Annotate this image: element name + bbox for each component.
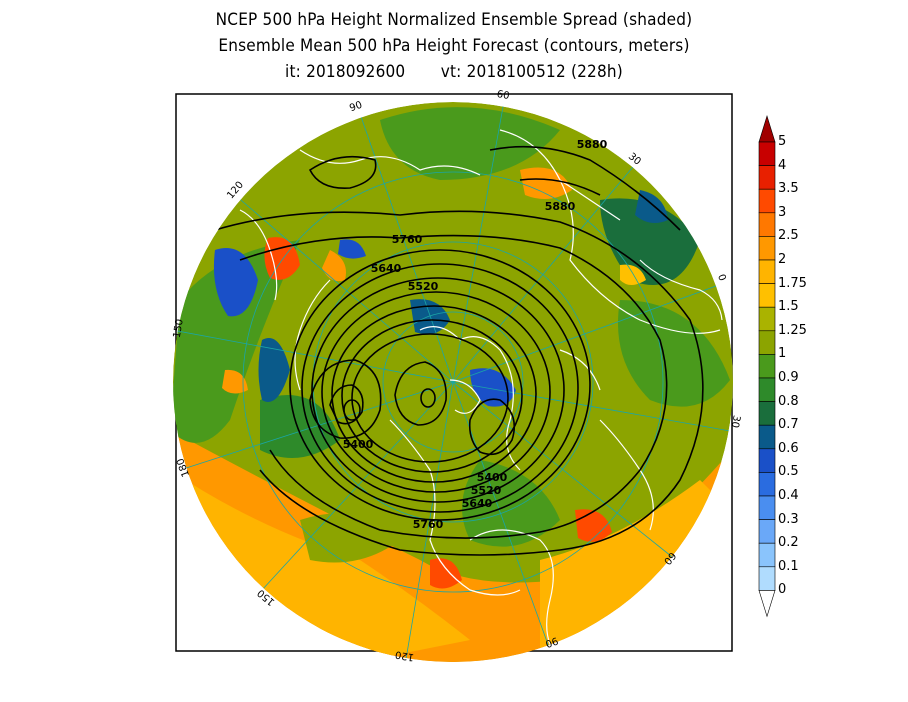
colorbar-label: 0.3: [778, 511, 799, 527]
colorbar-swatch: [758, 424, 776, 450]
contour-label: 5520: [471, 484, 502, 497]
colorbar-label: 1: [778, 346, 787, 362]
colorbar-label: 2.5: [778, 228, 799, 244]
longitude-label: 90: [544, 634, 560, 649]
colorbar-label: 3: [778, 204, 787, 220]
colorbar-label: 1.5: [778, 299, 799, 315]
contour-label: 5880: [545, 200, 576, 213]
colorbar-label: 0.4: [778, 488, 799, 503]
colorbar-label: 0.9: [778, 370, 799, 385]
colorbar-swatch: [758, 448, 776, 473]
colorbar-swatch: [758, 472, 776, 497]
longitude-label: 120: [394, 648, 415, 662]
colorbar-swatch: [758, 212, 776, 237]
longitude-label: 150: [172, 318, 186, 339]
colorbar-swatch: [758, 236, 776, 261]
colorbar-swatch: [758, 377, 776, 402]
longitude-label: 90: [348, 100, 364, 115]
colorbar-label: 2: [778, 252, 787, 267]
colorbar-swatch: [758, 165, 776, 190]
contour-label: 5760: [413, 518, 444, 531]
contour-label: 5640: [462, 497, 493, 510]
colorbar-swatch: [758, 283, 776, 308]
colorbar-label: 5: [778, 134, 787, 149]
contour-label: 5400: [343, 438, 374, 451]
colorbar-label: 0.6: [778, 440, 799, 456]
colorbar-swatch: [758, 259, 776, 284]
title-line-2: Ensemble Mean 500 hPa Height Forecast (c…: [218, 36, 690, 56]
colorbar-swatch: [758, 306, 776, 332]
contour-label: 5520: [408, 280, 439, 293]
colorbar-label: 3.5: [778, 181, 799, 197]
title-line-3: it: 2018092600 vt: 2018100512 (228h): [285, 62, 623, 82]
colorbar-label: 0: [778, 582, 787, 598]
colorbar-label: 4: [778, 157, 787, 173]
colorbar-label: 0.7: [778, 417, 799, 433]
colorbar-swatch: [758, 566, 776, 591]
longitude-label: 30: [729, 414, 742, 428]
colorbar-label: 1.75: [778, 275, 807, 291]
colorbar-swatch: [758, 188, 776, 214]
colorbar: [758, 114, 776, 618]
title-line-1: NCEP 500 hPa Height Normalized Ensemble …: [215, 10, 693, 30]
longitude-label: 60: [496, 89, 510, 102]
colorbar-swatch: [758, 542, 776, 568]
colorbar-label: 0.2: [778, 535, 799, 551]
contour-label: 5400: [477, 471, 508, 484]
colorbar-swatch: [758, 519, 776, 544]
colorbar-swatch: [758, 401, 776, 426]
contour-label: 5760: [392, 233, 423, 246]
longitude-label: 0: [715, 273, 728, 283]
colorbar-label: 1.25: [778, 322, 807, 338]
colorbar-swatch: [758, 354, 776, 379]
colorbar-swatch: [758, 330, 776, 355]
colorbar-arrow-bottom: [758, 590, 776, 618]
colorbar-swatch: [758, 141, 776, 166]
colorbar-label: 0.8: [778, 393, 799, 409]
colorbar-label: 0.1: [778, 558, 799, 574]
colorbar-label: 0.5: [778, 464, 799, 480]
colorbar-swatch: [758, 495, 776, 520]
contour-label: 5880: [577, 138, 608, 151]
contour-label: 5640: [371, 262, 402, 275]
colorbar-arrow-top: [758, 114, 776, 143]
